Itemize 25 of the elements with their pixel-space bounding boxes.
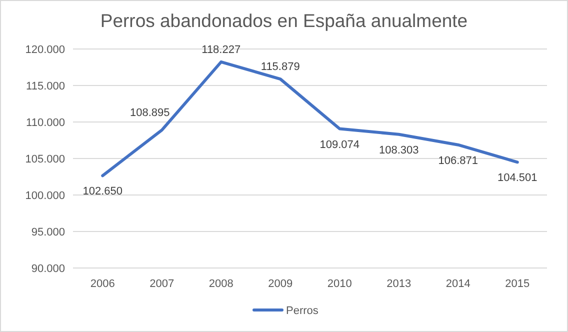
- y-tick-label: 110.000: [26, 117, 65, 129]
- y-tick-label: 90.000: [31, 263, 65, 275]
- x-tick-label: 2008: [208, 278, 234, 290]
- chart-title: Perros abandonados en España anualmente: [100, 10, 468, 31]
- x-tick-label: 2007: [150, 278, 174, 290]
- x-tick-label: 2014: [446, 278, 470, 290]
- y-tick-label: 95.000: [31, 226, 65, 238]
- x-tick-label: 2015: [505, 278, 530, 290]
- data-label: 109.074: [320, 138, 360, 151]
- x-tick-label: 2013: [386, 278, 412, 290]
- data-label: 106.871: [438, 154, 478, 167]
- data-label: 108.303: [378, 144, 419, 156]
- legend-label: Perros: [286, 305, 319, 317]
- data-label: 115.879: [260, 61, 300, 74]
- data-label: 104.501: [497, 172, 538, 184]
- data-label: 118.227: [202, 44, 241, 56]
- x-tick-label: 2006: [90, 278, 115, 290]
- y-tick-label: 105.000: [25, 154, 65, 166]
- data-label: 102.650: [82, 186, 123, 198]
- y-tick-label: 100.000: [25, 190, 65, 202]
- x-tick-label: 2010: [327, 278, 352, 290]
- y-tick-label: 120.000: [25, 44, 65, 56]
- x-tick-label: 2009: [268, 278, 293, 290]
- y-tick-label: 115.000: [26, 80, 65, 92]
- data-label: 108.895: [130, 107, 170, 120]
